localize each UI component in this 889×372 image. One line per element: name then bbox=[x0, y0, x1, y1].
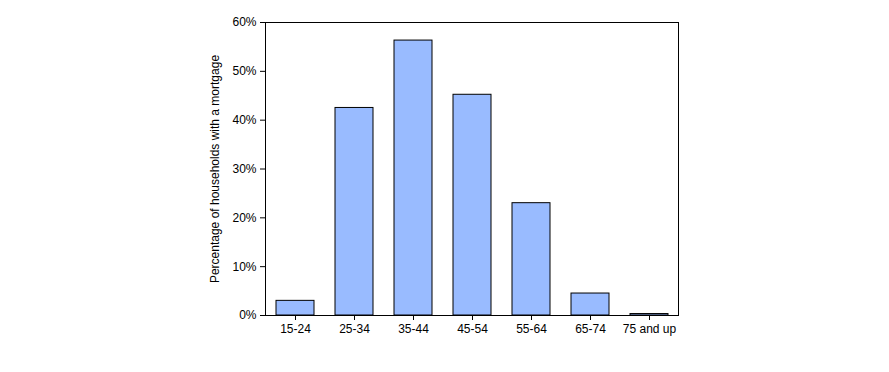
svg-text:45-54: 45-54 bbox=[457, 322, 488, 336]
svg-text:50%: 50% bbox=[232, 64, 256, 78]
svg-text:75 and up: 75 and up bbox=[623, 322, 677, 336]
svg-text:60%: 60% bbox=[232, 15, 256, 29]
svg-text:55-64: 55-64 bbox=[516, 322, 547, 336]
svg-text:40%: 40% bbox=[232, 113, 256, 127]
svg-text:0%: 0% bbox=[239, 308, 257, 322]
svg-text:10%: 10% bbox=[232, 260, 256, 274]
svg-text:15-24: 15-24 bbox=[280, 322, 311, 336]
svg-text:25-34: 25-34 bbox=[339, 322, 370, 336]
svg-text:20%: 20% bbox=[232, 211, 256, 225]
svg-text:65-74: 65-74 bbox=[575, 322, 606, 336]
svg-text:35-44: 35-44 bbox=[398, 322, 429, 336]
svg-text:Percentage of households with: Percentage of households with a mortgage bbox=[208, 55, 222, 283]
svg-text:30%: 30% bbox=[232, 162, 256, 176]
